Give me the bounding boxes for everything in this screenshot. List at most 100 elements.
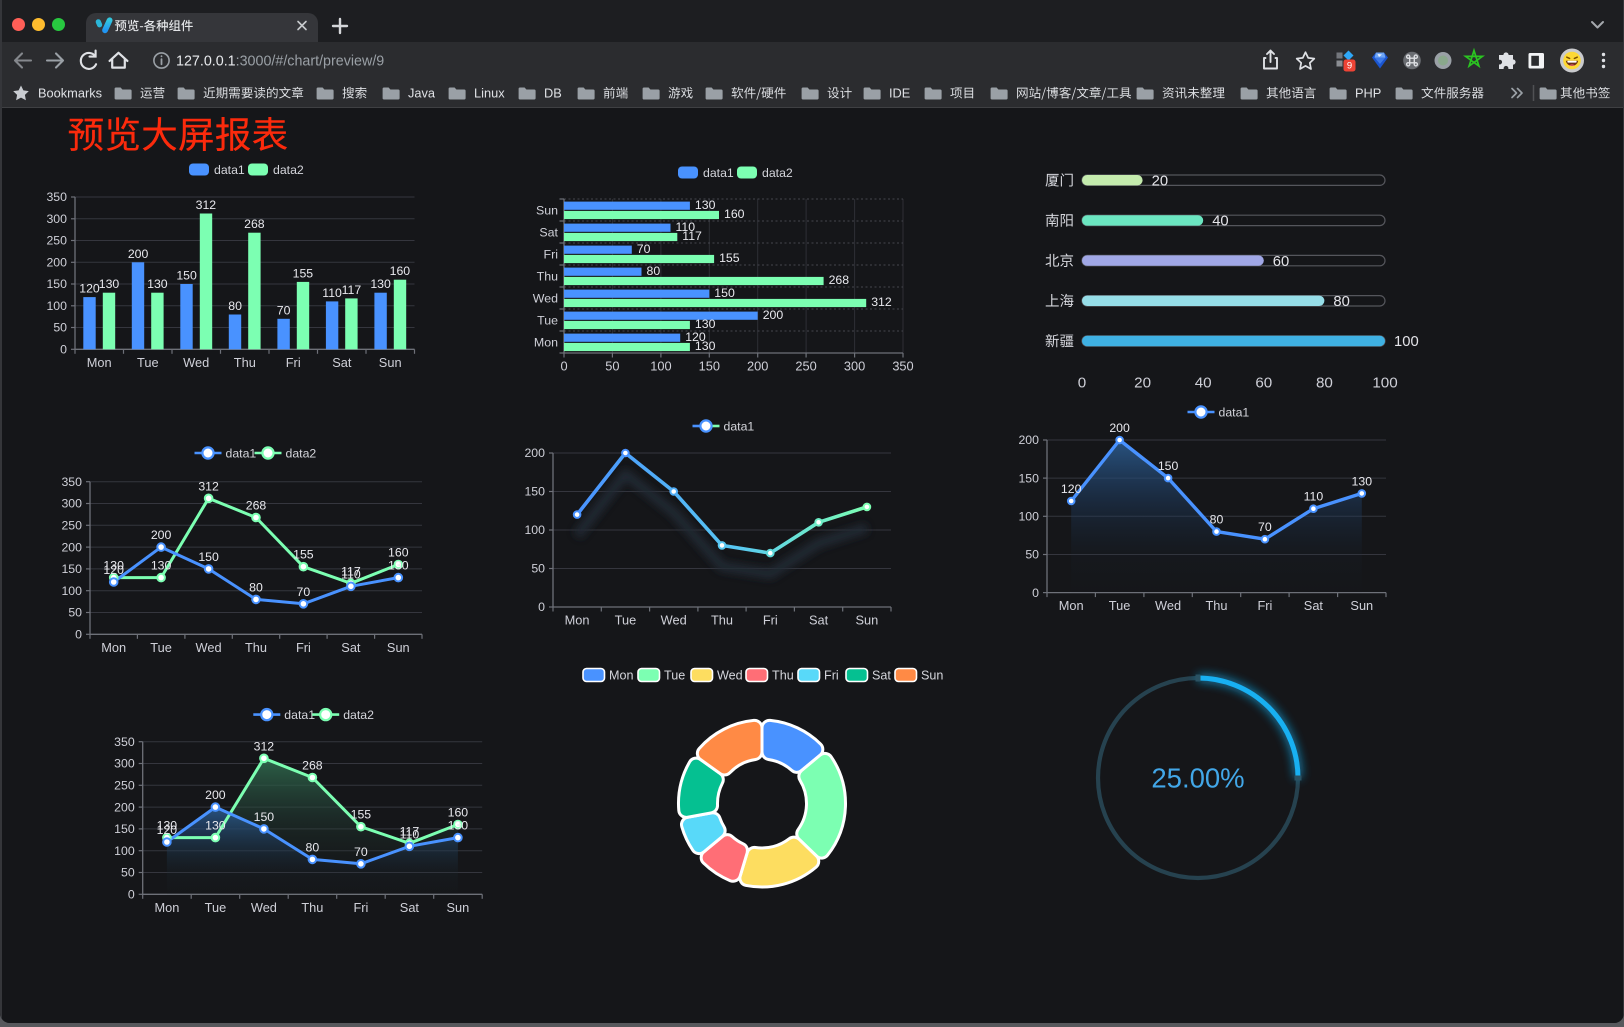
- svg-text:Tue: Tue: [615, 613, 637, 628]
- svg-text:50: 50: [531, 562, 545, 576]
- svg-text:117: 117: [400, 824, 420, 838]
- svg-text:Thu: Thu: [537, 269, 558, 283]
- svg-text:80: 80: [1316, 375, 1333, 392]
- svg-text:Mon: Mon: [154, 900, 179, 915]
- svg-text:60: 60: [1273, 254, 1289, 270]
- svg-text:268: 268: [302, 759, 323, 773]
- svg-text:312: 312: [198, 479, 219, 493]
- svg-text:data1: data1: [214, 163, 245, 177]
- svg-text:350: 350: [46, 190, 67, 204]
- svg-text:200: 200: [524, 446, 545, 460]
- svg-text:127.0.0.1:3000/#/chart/preview: 127.0.0.1:3000/#/chart/preview/9: [176, 53, 384, 69]
- svg-text:Wed: Wed: [183, 355, 209, 370]
- svg-text:250: 250: [114, 779, 135, 793]
- svg-text:25.00%: 25.00%: [1151, 763, 1244, 794]
- svg-text:100: 100: [46, 299, 67, 313]
- svg-text:Wed: Wed: [661, 613, 687, 628]
- svg-text:Mon: Mon: [101, 640, 126, 655]
- svg-text:300: 300: [46, 212, 67, 226]
- svg-text:155: 155: [293, 548, 314, 562]
- svg-text:Mon: Mon: [565, 613, 590, 628]
- svg-text:Sun: Sun: [921, 669, 943, 683]
- svg-text:0: 0: [560, 359, 567, 374]
- svg-text:DB: DB: [544, 86, 562, 101]
- svg-text:130: 130: [695, 198, 716, 212]
- svg-text:200: 200: [763, 308, 784, 322]
- svg-text:80: 80: [306, 840, 320, 854]
- svg-text:data1: data1: [1219, 405, 1250, 419]
- svg-text:40: 40: [1195, 375, 1212, 392]
- svg-text:Thu: Thu: [301, 900, 323, 915]
- svg-text:Thu: Thu: [234, 355, 256, 370]
- svg-text:Sun: Sun: [447, 900, 470, 915]
- svg-text:300: 300: [114, 757, 135, 771]
- svg-text:Sun: Sun: [379, 355, 402, 370]
- svg-text:130: 130: [157, 819, 178, 833]
- svg-text:50: 50: [53, 321, 67, 335]
- svg-text:117: 117: [342, 283, 362, 297]
- svg-text:312: 312: [196, 198, 217, 212]
- svg-text:70: 70: [277, 303, 291, 317]
- svg-text:0: 0: [538, 600, 545, 614]
- svg-text:Sat: Sat: [809, 613, 829, 628]
- svg-text:130: 130: [695, 339, 716, 353]
- svg-text:Sun: Sun: [856, 613, 879, 628]
- svg-text:Sat: Sat: [341, 640, 361, 655]
- svg-text:Fri: Fri: [353, 900, 368, 915]
- svg-text:70: 70: [637, 242, 651, 256]
- svg-text:117: 117: [682, 229, 702, 243]
- svg-text:50: 50: [121, 866, 135, 880]
- svg-text:Wed: Wed: [196, 640, 222, 655]
- svg-text:80: 80: [228, 299, 242, 313]
- svg-text:268: 268: [829, 273, 850, 287]
- svg-text:160: 160: [390, 264, 411, 278]
- svg-text:150: 150: [61, 562, 82, 576]
- svg-text:Fri: Fri: [544, 247, 558, 261]
- svg-text:130: 130: [448, 819, 469, 833]
- svg-text:150: 150: [714, 286, 735, 300]
- svg-text:20: 20: [1152, 173, 1168, 189]
- svg-text:160: 160: [388, 546, 409, 560]
- svg-text:Tue: Tue: [664, 669, 685, 683]
- svg-text:130: 130: [695, 317, 716, 331]
- svg-text:Sun: Sun: [387, 640, 410, 655]
- svg-text:Thu: Thu: [772, 669, 794, 683]
- svg-text:130: 130: [1352, 474, 1373, 488]
- svg-text:200: 200: [747, 359, 768, 374]
- svg-text:Thu: Thu: [1205, 598, 1227, 613]
- svg-text:150: 150: [699, 359, 720, 374]
- svg-text:Tue: Tue: [1109, 598, 1131, 613]
- svg-text:70: 70: [297, 585, 311, 599]
- svg-text:150: 150: [1158, 459, 1179, 473]
- svg-text:0: 0: [75, 628, 82, 642]
- svg-text:Tue: Tue: [137, 355, 159, 370]
- svg-text:110: 110: [341, 567, 361, 581]
- svg-text:300: 300: [61, 497, 82, 511]
- svg-text:70: 70: [1258, 520, 1272, 534]
- svg-text:Sun: Sun: [536, 203, 558, 217]
- svg-text:150: 150: [254, 810, 275, 824]
- svg-text:50: 50: [68, 606, 82, 620]
- svg-text:155: 155: [293, 266, 314, 280]
- svg-text:data1: data1: [724, 419, 755, 433]
- svg-text:100: 100: [524, 523, 545, 537]
- svg-text:50: 50: [1025, 548, 1039, 562]
- svg-text:120: 120: [103, 563, 124, 577]
- svg-text:data1: data1: [284, 708, 315, 722]
- svg-text:160: 160: [448, 806, 469, 820]
- svg-text:150: 150: [524, 485, 545, 499]
- svg-text:80: 80: [647, 264, 661, 278]
- svg-text:0: 0: [1078, 375, 1086, 392]
- svg-text:110: 110: [400, 827, 420, 841]
- svg-text:Sat: Sat: [872, 669, 891, 683]
- svg-text:Tue: Tue: [205, 900, 227, 915]
- svg-text:130: 130: [370, 277, 391, 291]
- svg-text:Wed: Wed: [717, 669, 743, 683]
- svg-text:80: 80: [249, 580, 263, 594]
- svg-text:Mon: Mon: [609, 669, 634, 683]
- svg-text:150: 150: [46, 277, 67, 291]
- svg-text:150: 150: [198, 550, 219, 564]
- svg-text:Tue: Tue: [537, 313, 558, 327]
- svg-text:350: 350: [892, 359, 913, 374]
- svg-text:0: 0: [128, 888, 135, 902]
